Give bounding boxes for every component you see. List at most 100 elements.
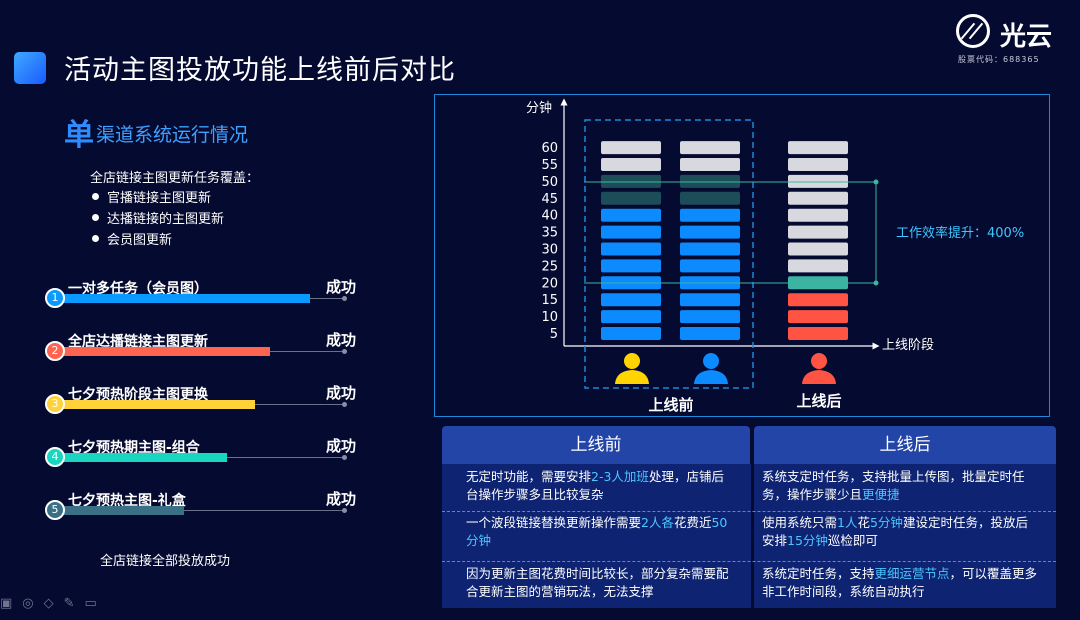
y-tick-label: 35 bbox=[541, 226, 558, 241]
time-block bbox=[680, 310, 740, 324]
cell-text: 一个波段链接替换更新操作需要 bbox=[466, 515, 642, 530]
person-icon-blue bbox=[694, 353, 728, 384]
time-block bbox=[680, 158, 740, 171]
cell-text: 花 bbox=[857, 515, 870, 530]
efficiency-label: 工作效率提升：400% bbox=[896, 225, 1024, 241]
time-block bbox=[680, 259, 740, 273]
highlight-text: 15分钟 bbox=[787, 533, 828, 548]
table-cell-after: 系统支定时任务，支持批量上传图，批量定时任务，操作步骤少且更便捷 bbox=[754, 468, 1056, 504]
highlight-text: 5分钟 bbox=[869, 515, 903, 530]
y-tick-label: 45 bbox=[541, 192, 558, 207]
time-block bbox=[680, 208, 740, 222]
track-end-dot-icon bbox=[342, 508, 347, 513]
pen-icon[interactable]: ✎ bbox=[63, 596, 85, 611]
task-track bbox=[58, 510, 344, 511]
brand-logo: 光云 股票代码：688365 bbox=[956, 12, 1066, 68]
row-divider bbox=[442, 561, 1056, 562]
task-number-badge: 2 bbox=[45, 341, 65, 361]
table-cell-after: 系统定时任务，支持更细运营节点，可以覆盖更多非工作时间段，系统自动执行 bbox=[754, 565, 1056, 601]
cell-text: 无定时功能，需要安排 bbox=[466, 469, 592, 484]
task-status: 成功 bbox=[326, 278, 357, 296]
y-tick-label: 40 bbox=[541, 209, 558, 224]
person-icon-yellow bbox=[615, 353, 649, 384]
logo-circle-icon bbox=[956, 14, 990, 48]
cell-text: ，可以覆盖更多非工作时间段，系统自动执行 bbox=[762, 566, 1038, 599]
table-header-before: 上线前 bbox=[442, 426, 750, 464]
column-divider bbox=[751, 464, 754, 608]
time-block bbox=[601, 225, 661, 239]
coverage-title: 全店链接主图更新任务覆盖： bbox=[90, 171, 260, 186]
logo-text: 光云 bbox=[1000, 22, 1053, 52]
task-title: 一对多任务（会员图） bbox=[68, 281, 208, 297]
cell-text: 使用系统只需 bbox=[762, 515, 838, 530]
time-block bbox=[788, 158, 848, 171]
cell-text: 巡检即可 bbox=[827, 533, 878, 548]
print-icon[interactable]: ▣ bbox=[0, 596, 23, 611]
time-block bbox=[788, 141, 848, 155]
subtitle-first-char: 单 bbox=[64, 118, 94, 153]
x-axis-label: 上线阶段 bbox=[882, 338, 934, 353]
palette-icon[interactable]: ◎ bbox=[22, 596, 44, 611]
task-title: 七夕预热阶段主图更换 bbox=[68, 387, 208, 403]
before-label: 上线前 bbox=[648, 396, 693, 414]
bullet-item: 官播链接主图更新 bbox=[92, 187, 211, 206]
before-group-frame bbox=[584, 119, 754, 389]
cell-text: 系统定时任务，支持 bbox=[762, 566, 875, 581]
y-tick-label: 25 bbox=[541, 259, 558, 274]
eraser-icon[interactable]: ◇ bbox=[43, 596, 64, 611]
title-square-icon bbox=[14, 52, 46, 84]
time-block bbox=[601, 208, 661, 222]
cell-text: 系统支定时任务，支持批量上传图，批量定时任务，操作步骤少且 bbox=[762, 469, 1025, 502]
highlight-text: 更细运营节点 bbox=[874, 566, 950, 581]
task-title: 七夕预热期主图-组合 bbox=[68, 440, 200, 456]
comparison-table-body: 无定时功能，需要安排2-3人加班处理，店铺后台操作步骤多且比较复杂 系统支定时任务… bbox=[442, 464, 1056, 608]
highlight-text: 2-3人加班 bbox=[591, 469, 649, 484]
table-cell-before: 一个波段链接替换更新操作需要2人各花费近50分钟 bbox=[442, 514, 751, 550]
bullet-dot-icon bbox=[92, 193, 99, 200]
y-tick-label: 55 bbox=[541, 158, 558, 173]
time-block bbox=[788, 293, 848, 307]
task-number-badge: 1 bbox=[45, 288, 65, 308]
task-progress-bar bbox=[58, 400, 255, 409]
bracket-dot-icon bbox=[873, 280, 879, 286]
task-status: 成功 bbox=[326, 331, 357, 349]
highlight-text: 50分钟 bbox=[466, 515, 728, 548]
time-block bbox=[788, 310, 848, 324]
task-number-badge: 4 bbox=[45, 447, 65, 467]
y-tick-label: 10 bbox=[541, 310, 558, 325]
task-status: 成功 bbox=[326, 490, 357, 508]
task-progress-bar bbox=[58, 294, 310, 303]
time-block bbox=[788, 327, 848, 340]
time-block bbox=[601, 327, 661, 340]
time-block bbox=[601, 242, 661, 256]
track-end-dot-icon bbox=[342, 296, 347, 301]
y-tick-label: 60 bbox=[541, 141, 558, 156]
time-block bbox=[601, 310, 661, 324]
y-tick-label: 50 bbox=[541, 175, 558, 190]
time-block bbox=[680, 242, 740, 256]
time-block bbox=[601, 191, 661, 205]
task-progress-bar bbox=[58, 347, 270, 356]
y-tick-label: 20 bbox=[541, 276, 558, 291]
task-progress-bar bbox=[58, 453, 227, 462]
cell-text: 建设定时任务，投放后安排 bbox=[762, 515, 1028, 548]
cell-text: 处理，店铺后台操作步骤多且比较复杂 bbox=[466, 469, 724, 502]
y-tick-label: 30 bbox=[541, 243, 558, 258]
task-title: 七夕预热主图-礼盒 bbox=[68, 493, 186, 509]
time-block bbox=[680, 225, 740, 239]
time-block bbox=[680, 174, 740, 188]
time-block bbox=[788, 259, 848, 273]
screen-icon[interactable]: ▭ bbox=[84, 596, 107, 611]
time-block bbox=[680, 191, 740, 205]
y-tick-label: 15 bbox=[541, 293, 558, 308]
after-label: 上线后 bbox=[796, 392, 841, 410]
time-block bbox=[601, 259, 661, 273]
task-status: 成功 bbox=[326, 384, 357, 402]
row-divider bbox=[442, 511, 1056, 512]
task-number-badge: 5 bbox=[45, 500, 65, 520]
time-block bbox=[601, 174, 661, 188]
task-progress-bar bbox=[58, 506, 184, 515]
task-number-badge: 3 bbox=[45, 394, 65, 414]
time-block bbox=[788, 242, 848, 256]
